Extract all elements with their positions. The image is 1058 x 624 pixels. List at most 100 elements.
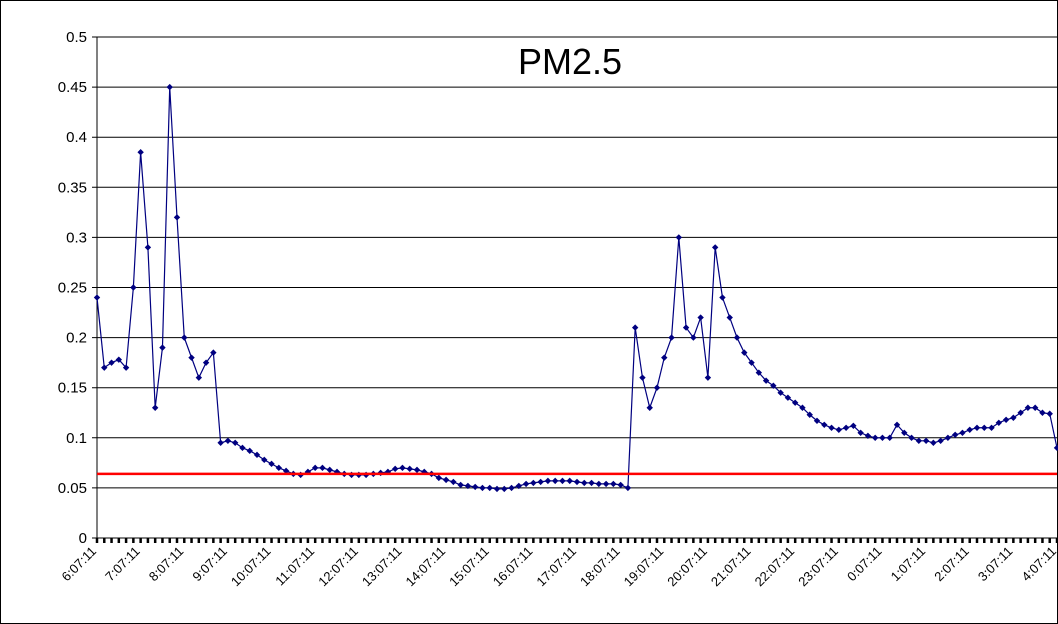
data-marker [151, 404, 159, 411]
data-marker [311, 464, 319, 472]
data-marker [551, 477, 559, 485]
data-marker [951, 431, 959, 438]
data-marker [850, 422, 857, 429]
data-marker [268, 460, 275, 468]
data-marker [639, 374, 646, 381]
data-marker [261, 456, 268, 464]
data-marker [457, 481, 464, 489]
data-marker [675, 234, 683, 241]
data-marker [835, 426, 843, 433]
data-marker [442, 476, 450, 484]
data-marker [166, 83, 173, 91]
data-marker [122, 364, 130, 371]
data-marker [777, 389, 784, 396]
data-marker [326, 466, 333, 474]
data-marker [217, 439, 224, 447]
data-marker [791, 399, 799, 406]
data-marker [566, 477, 573, 485]
data-marker [697, 314, 704, 321]
data-marker [530, 479, 537, 487]
data-marker [784, 394, 792, 401]
data-marker [508, 484, 515, 492]
data-marker [173, 214, 181, 221]
data-marker [391, 465, 399, 473]
data-marker [930, 439, 937, 447]
data-marker [1039, 409, 1046, 416]
chart-title: PM2.5 [518, 41, 622, 82]
y-tick-label: 0.4 [66, 129, 87, 146]
data-marker [988, 424, 995, 431]
data-marker [282, 467, 290, 475]
data-marker [93, 294, 101, 301]
data-marker [915, 437, 923, 445]
data-marker [1017, 409, 1024, 416]
data-marker [1024, 404, 1032, 411]
data-marker [799, 404, 806, 411]
data-marker [246, 447, 253, 455]
data-marker [762, 377, 770, 384]
data-marker [108, 359, 115, 366]
data-marker [1010, 414, 1017, 421]
data-marker [610, 480, 617, 488]
data-marker [893, 421, 901, 428]
data-marker [821, 421, 828, 428]
data-marker [544, 477, 552, 485]
y-tick-label: 0.35 [58, 179, 87, 196]
data-marker [937, 437, 944, 445]
data-marker [726, 314, 733, 321]
data-marker [115, 356, 123, 363]
data-marker [646, 404, 653, 411]
data-marker [944, 434, 952, 441]
data-marker [602, 480, 610, 488]
data-marker [901, 429, 908, 436]
data-marker [319, 464, 326, 472]
data-marker [828, 424, 835, 431]
data-marker [624, 484, 632, 492]
data-marker [741, 349, 748, 356]
data-marker [195, 374, 203, 381]
data-marker [450, 478, 457, 486]
data-marker [210, 349, 217, 356]
data-marker [879, 434, 886, 441]
data-marker [864, 432, 872, 439]
data-marker [581, 479, 588, 487]
data-marker [668, 334, 675, 341]
data-marker [471, 483, 479, 491]
data-marker [515, 482, 523, 490]
data-marker [239, 444, 246, 452]
y-tick-label: 0.1 [66, 430, 87, 447]
data-marker [537, 478, 544, 486]
y-tick-label: 0.2 [66, 330, 87, 347]
data-marker [144, 244, 152, 251]
data-marker [704, 374, 712, 381]
data-marker [137, 149, 144, 156]
y-tick-label: 0.05 [58, 480, 87, 497]
data-marker [770, 382, 777, 389]
data-marker [231, 439, 239, 447]
data-marker [595, 480, 603, 488]
data-marker [959, 429, 966, 436]
y-tick-label: 0.15 [58, 380, 87, 397]
y-tick-label: 0.3 [66, 229, 87, 246]
data-marker [188, 354, 195, 361]
data-marker [813, 417, 821, 424]
data-marker [464, 482, 472, 490]
y-tick-label: 0 [79, 530, 87, 547]
data-marker [181, 334, 188, 341]
data-marker [755, 369, 763, 376]
data-marker [908, 434, 915, 441]
data-marker [399, 464, 406, 472]
data-marker [1053, 444, 1058, 452]
data-marker [435, 474, 443, 482]
data-marker [653, 384, 661, 391]
data-marker [573, 478, 581, 486]
y-tick-label: 0.5 [66, 29, 87, 46]
data-marker [995, 419, 1003, 426]
data-marker [486, 484, 493, 492]
data-marker [493, 485, 501, 493]
data-marker [522, 480, 530, 488]
data-marker [559, 477, 566, 485]
data-marker [857, 429, 864, 436]
y-tick-label: 0.25 [58, 280, 87, 297]
